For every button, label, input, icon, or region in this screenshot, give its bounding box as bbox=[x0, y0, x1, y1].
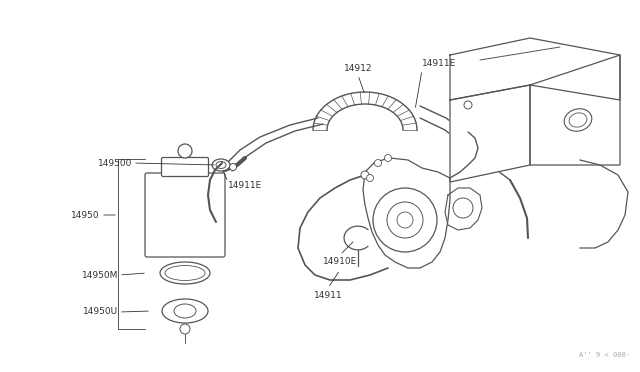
Text: 14911E: 14911E bbox=[228, 180, 262, 189]
Circle shape bbox=[464, 101, 472, 109]
Polygon shape bbox=[445, 188, 482, 230]
Ellipse shape bbox=[564, 109, 592, 131]
Text: 14950U: 14950U bbox=[83, 308, 118, 317]
Ellipse shape bbox=[165, 266, 205, 280]
Text: 14910E: 14910E bbox=[323, 257, 357, 266]
Circle shape bbox=[178, 144, 192, 158]
Ellipse shape bbox=[174, 304, 196, 318]
Circle shape bbox=[361, 171, 369, 179]
Text: 14911: 14911 bbox=[314, 291, 342, 299]
Circle shape bbox=[180, 324, 190, 334]
Text: 14911E: 14911E bbox=[422, 58, 456, 67]
Circle shape bbox=[397, 212, 413, 228]
Circle shape bbox=[367, 174, 374, 182]
Circle shape bbox=[374, 160, 381, 167]
Circle shape bbox=[453, 198, 473, 218]
Ellipse shape bbox=[160, 262, 210, 284]
Text: 14950M: 14950M bbox=[82, 270, 118, 279]
Circle shape bbox=[387, 202, 423, 238]
Text: 14950: 14950 bbox=[72, 211, 100, 219]
Polygon shape bbox=[363, 158, 450, 268]
Ellipse shape bbox=[162, 299, 208, 323]
Polygon shape bbox=[450, 38, 620, 100]
Text: 149500: 149500 bbox=[98, 158, 132, 167]
Ellipse shape bbox=[212, 159, 230, 171]
Text: 14912: 14912 bbox=[344, 64, 372, 73]
Circle shape bbox=[373, 188, 437, 252]
FancyBboxPatch shape bbox=[161, 157, 209, 176]
Polygon shape bbox=[450, 85, 530, 182]
Text: A'' 9 < 000·: A'' 9 < 000· bbox=[579, 352, 630, 358]
Polygon shape bbox=[530, 55, 620, 165]
Circle shape bbox=[385, 154, 392, 161]
Circle shape bbox=[230, 164, 237, 170]
FancyBboxPatch shape bbox=[145, 173, 225, 257]
Ellipse shape bbox=[216, 161, 226, 169]
Ellipse shape bbox=[569, 113, 587, 127]
